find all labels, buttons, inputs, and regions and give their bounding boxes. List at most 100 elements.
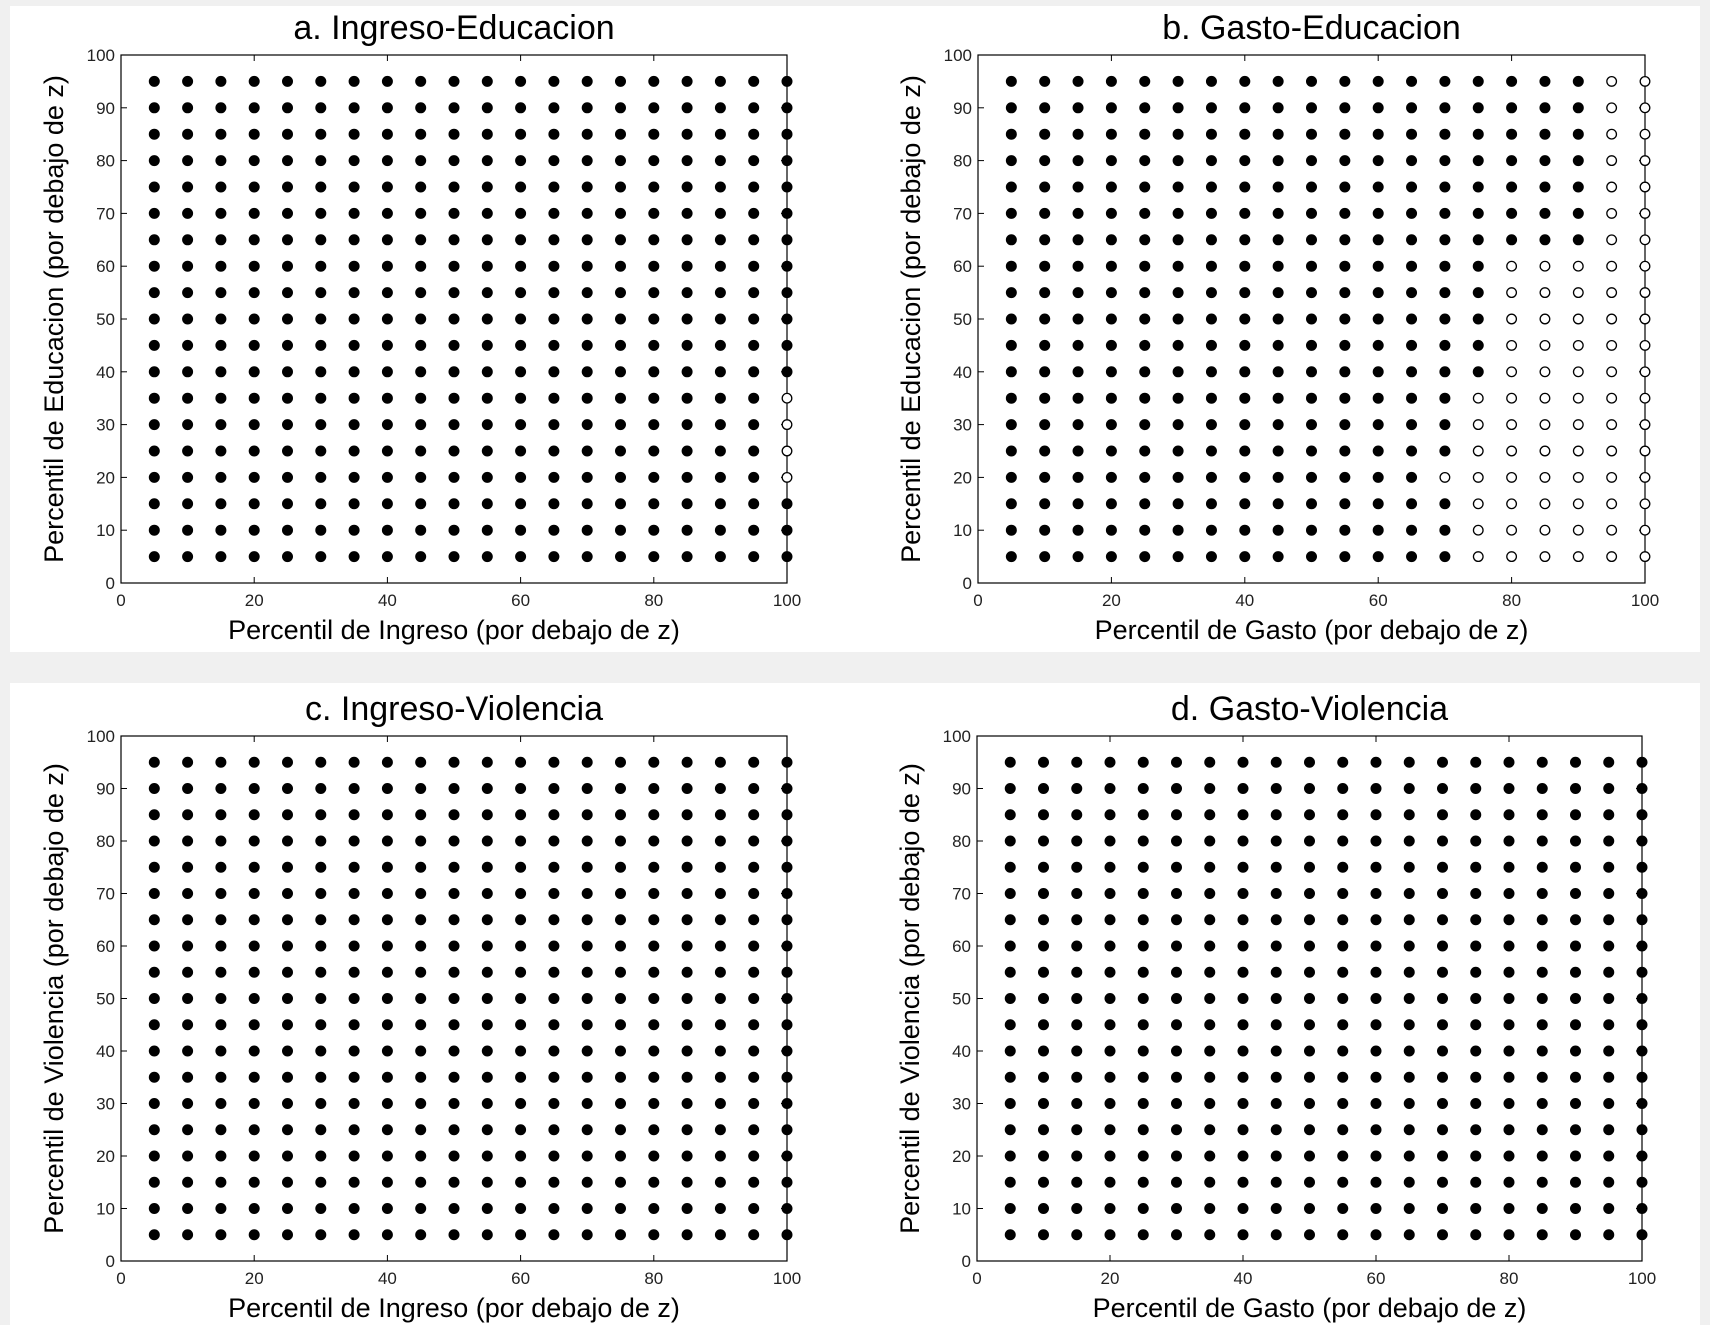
data-point-filled: [315, 498, 327, 510]
data-point-filled: [1105, 207, 1117, 219]
data-point-filled: [1503, 1124, 1515, 1136]
y-tick-label: 40: [96, 363, 115, 382]
data-point-filled: [315, 524, 327, 536]
data-point-filled: [1139, 181, 1151, 193]
data-point-filled: [348, 783, 360, 794]
data-point-filled: [1603, 966, 1615, 978]
data-point-filled: [1403, 1045, 1415, 1057]
data-point-filled: [548, 181, 560, 193]
data-point-filled: [348, 1071, 360, 1083]
data-point-filled: [182, 181, 194, 193]
data-point-open: [1606, 339, 1618, 351]
data-point-filled: [1039, 471, 1051, 483]
data-point-filled: [1172, 181, 1184, 193]
data-point-filled: [1339, 339, 1351, 351]
data-point-filled: [1072, 524, 1084, 536]
data-point-filled: [1137, 861, 1149, 873]
data-point-filled: [315, 366, 327, 378]
data-point-filled: [1437, 1203, 1448, 1214]
data-point-filled: [148, 835, 160, 847]
data-point-filled: [581, 102, 593, 114]
data-point-filled: [1137, 1229, 1149, 1241]
data-point-filled: [448, 155, 460, 167]
data-point-filled: [1072, 366, 1084, 378]
data-point-filled: [1372, 260, 1384, 272]
data-point-filled: [148, 260, 160, 272]
data-point-filled: [215, 1098, 227, 1109]
data-point-filled: [182, 445, 194, 457]
data-point-filled: [1172, 498, 1184, 510]
data-point-filled: [714, 392, 726, 404]
data-point-filled: [1072, 102, 1084, 114]
data-point-filled: [1039, 260, 1051, 272]
data-point-filled: [781, 524, 793, 536]
data-point-filled: [348, 181, 360, 193]
data-point-filled: [1636, 835, 1648, 847]
data-point-filled: [615, 1098, 626, 1109]
data-point-filled: [648, 1098, 660, 1109]
data-point-filled: [1403, 1203, 1415, 1214]
data-point-filled: [781, 1019, 793, 1031]
data-point-filled: [1370, 861, 1382, 873]
data-point-filled: [681, 1229, 693, 1241]
data-point-filled: [581, 75, 593, 87]
data-point-filled: [148, 1229, 160, 1241]
data-point-filled: [148, 128, 160, 140]
data-point-filled: [1572, 234, 1584, 246]
data-point-filled: [148, 234, 160, 246]
data-point-filled: [515, 1150, 527, 1162]
data-point-filled: [1038, 888, 1049, 899]
data-point-open: [1639, 498, 1651, 510]
data-point-filled: [448, 888, 460, 899]
data-point-filled: [1071, 835, 1083, 847]
data-point-open: [1606, 207, 1618, 219]
data-point-filled: [1472, 366, 1484, 378]
data-point-filled: [148, 419, 160, 431]
data-point-filled: [1570, 835, 1581, 847]
data-point-filled: [282, 313, 293, 325]
data-point-filled: [282, 861, 293, 873]
data-point-filled: [1005, 207, 1017, 219]
y-tick-label: 0: [962, 1252, 971, 1271]
data-point-filled: [381, 287, 393, 299]
data-point-filled: [748, 966, 760, 978]
data-point-filled: [1205, 102, 1217, 114]
data-point-filled: [515, 888, 527, 899]
data-point-filled: [315, 1071, 327, 1083]
data-point-open: [1639, 155, 1651, 167]
data-point-filled: [248, 155, 260, 167]
data-point-open: [781, 419, 793, 431]
data-point-filled: [415, 551, 427, 563]
data-point-filled: [1171, 888, 1182, 899]
x-axis-label: Percentil de Gasto (por debajo de z): [1095, 615, 1529, 645]
data-point-filled: [1239, 419, 1251, 431]
data-point-open: [1539, 366, 1551, 378]
data-point-filled: [1005, 551, 1017, 563]
data-point-filled: [1205, 498, 1217, 510]
data-point-filled: [548, 287, 560, 299]
data-point-filled: [1572, 181, 1584, 193]
data-point-filled: [415, 756, 427, 768]
data-point-filled: [215, 966, 227, 978]
data-point-filled: [481, 498, 493, 510]
data-point-filled: [1437, 993, 1448, 1004]
data-point-filled: [1603, 1150, 1615, 1162]
chart-title: b. Gasto-Educacion: [1162, 9, 1461, 47]
data-point-filled: [415, 783, 427, 794]
data-point-filled: [1039, 419, 1051, 431]
data-point-filled: [1071, 940, 1083, 952]
y-tick-label: 90: [96, 99, 115, 118]
data-point-filled: [1005, 471, 1017, 483]
data-point-filled: [648, 207, 660, 219]
data-point-filled: [1105, 524, 1117, 536]
data-point-filled: [215, 524, 227, 536]
data-point-filled: [148, 1176, 160, 1188]
data-point-open: [1606, 445, 1618, 457]
data-point-open: [1506, 471, 1518, 483]
data-point-filled: [1439, 366, 1451, 378]
data-point-filled: [548, 1098, 560, 1109]
data-point-filled: [748, 1019, 760, 1031]
data-point-filled: [1503, 1045, 1515, 1057]
data-point-filled: [615, 498, 626, 510]
data-point-open: [1606, 287, 1618, 299]
